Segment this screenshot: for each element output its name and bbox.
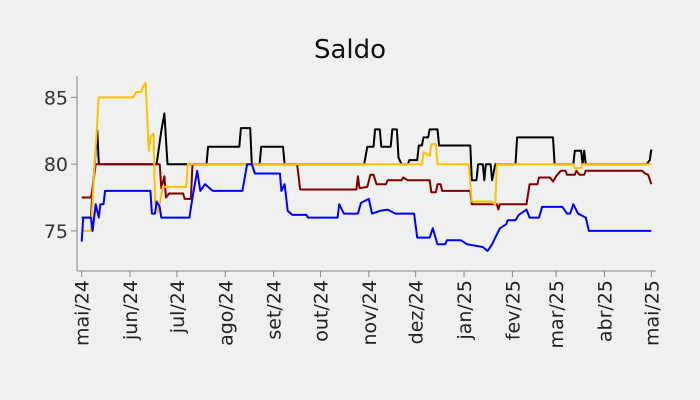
series-layer — [80, 81, 653, 252]
y-tick-label: 85 — [44, 87, 68, 109]
x-tick-label: mai/25 — [641, 280, 663, 346]
x-tick-label: jan/25 — [454, 280, 476, 341]
x-tick-label: mar/25 — [546, 280, 568, 349]
x-axis-ticks: mai/24 jun/24 jul/24 ago/24 set/24 out/24 nov/… — [72, 271, 663, 349]
x-tick-label: nov/24 — [359, 280, 381, 346]
y-tick-label: 80 — [44, 154, 68, 176]
y-axis-ticks: 75 80 85 — [44, 87, 77, 243]
x-tick-label: out/24 — [310, 280, 332, 342]
chart-axes — [76, 76, 656, 272]
x-tick-label: jun/24 — [120, 280, 142, 341]
chart-title: Saldo — [314, 35, 386, 65]
x-tick-label: mai/24 — [72, 280, 94, 346]
x-tick-label: dez/24 — [406, 280, 428, 344]
x-tick-label: fev/25 — [502, 280, 524, 340]
x-tick-label: jul/24 — [167, 280, 189, 334]
series-line-1 — [81, 112, 653, 219]
series-line-4 — [80, 163, 652, 252]
x-tick-label: ago/24 — [215, 280, 237, 346]
y-tick-label: 75 — [44, 221, 68, 243]
series-line-3 — [81, 81, 652, 232]
x-tick-label: set/24 — [264, 280, 286, 340]
series-line-2 — [81, 163, 653, 211]
x-tick-label: abr/25 — [594, 280, 616, 342]
